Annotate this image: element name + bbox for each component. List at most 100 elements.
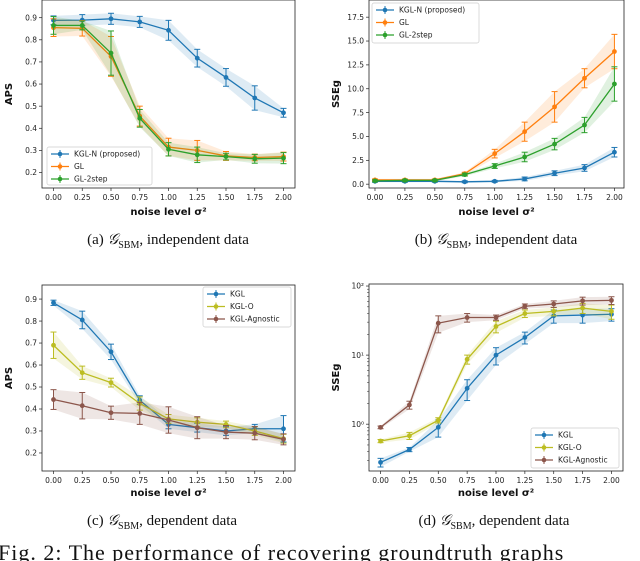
legend-item: GL	[51, 162, 85, 171]
caption-a: (a) 𝒢SBM, independent data	[87, 230, 249, 251]
y-tick-label: 10⁰	[351, 420, 364, 429]
data-point	[493, 324, 499, 329]
data-point	[407, 447, 412, 452]
y-tick-label: 0.3	[25, 427, 37, 436]
legend-item: GL-2step	[376, 31, 433, 40]
x-tick-label: 2.00	[606, 193, 623, 202]
caption-label: (a)	[87, 232, 104, 248]
x-tick-label: 0.00	[367, 193, 384, 202]
data-point	[166, 27, 171, 33]
x-tick-label: 2.00	[275, 476, 292, 485]
y-tick-label: 10¹	[351, 351, 364, 360]
x-tick-label: 1.25	[189, 476, 206, 485]
data-point	[609, 308, 614, 314]
caption-subscript: SBM	[446, 240, 468, 251]
x-axis-label: noise level σ²	[458, 207, 534, 218]
y-tick-label: 0.6	[25, 361, 37, 370]
error-band	[374, 34, 615, 181]
y-axis-label: SSEg	[331, 80, 342, 108]
x-tick-label: 0.50	[430, 476, 447, 485]
x-tick-label: 1.50	[218, 193, 235, 202]
data-point	[582, 75, 587, 81]
data-point	[407, 402, 412, 408]
y-tick-label: 0.7	[25, 339, 37, 348]
data-point	[281, 110, 286, 116]
error-band	[53, 300, 284, 442]
legend-label: KGL	[230, 290, 246, 299]
data-point	[522, 303, 528, 309]
data-point	[108, 410, 114, 416]
data-point	[223, 154, 229, 159]
x-axis-label: noise level σ²	[458, 488, 534, 499]
series-gl-2step	[371, 66, 618, 184]
data-point	[580, 298, 585, 304]
x-tick-label: 1.50	[546, 193, 563, 202]
data-point	[552, 141, 557, 147]
legend-marker	[541, 432, 547, 438]
legend-box	[530, 427, 620, 469]
data-point	[252, 430, 258, 436]
caption-symbol: 𝒢	[107, 230, 119, 248]
legend-marker	[382, 20, 388, 25]
x-tick-label: 0.25	[397, 193, 414, 202]
data-point	[492, 163, 498, 169]
x-tick-label: 1.50	[545, 476, 562, 485]
data-point	[51, 23, 56, 28]
data-point	[435, 424, 441, 430]
legend-item: KGL-N (proposed)	[51, 150, 140, 159]
legend-item: KGL-N (proposed)	[376, 6, 465, 15]
data-point	[493, 352, 499, 358]
x-tick-label: 1.25	[517, 476, 534, 485]
caption-text: , dependent data	[139, 513, 238, 529]
data-point	[432, 177, 438, 183]
data-point	[223, 75, 229, 80]
legend-marker	[57, 151, 63, 157]
data-point	[402, 177, 408, 183]
data-point	[51, 397, 56, 402]
legend-label: KGL-N (proposed)	[74, 150, 140, 159]
data-point	[378, 438, 383, 444]
x-tick-label: 1.00	[486, 193, 503, 202]
caption-label: (d)	[418, 513, 437, 529]
data-point	[582, 122, 587, 128]
data-point	[612, 149, 617, 155]
x-tick-label: 1.25	[516, 193, 533, 202]
data-point	[582, 165, 587, 171]
x-tick-label: 1.75	[576, 193, 593, 202]
y-tick-label: 0.2	[25, 168, 37, 177]
legend-box	[46, 146, 153, 186]
x-tick-label: 0.50	[103, 193, 120, 202]
data-point	[79, 370, 85, 376]
y-tick-label: 10.0	[347, 84, 364, 93]
data-point	[51, 300, 56, 306]
chart-b: 0.00 0.25 0.50 0.75 1.00 1.25 1.50 1.75 2.00 0.0 2…	[331, 0, 625, 218]
x-tick-label: 0.00	[45, 476, 62, 485]
legend-label: KGL-O	[558, 443, 582, 452]
axes-frame	[41, 0, 296, 189]
y-tick-label: 17.5	[347, 13, 364, 22]
x-tick-label: 0.00	[45, 193, 62, 202]
data-point	[552, 170, 557, 176]
data-point	[137, 115, 143, 121]
data-point	[551, 301, 557, 307]
data-point	[407, 433, 412, 439]
legend-label: GL-2step	[399, 31, 433, 40]
x-tick-label: 0.75	[459, 476, 476, 485]
x-tick-label: 0.50	[426, 193, 443, 202]
y-tick-label: 0.8	[25, 317, 37, 326]
legend-label: KGL-Agnostic	[558, 456, 608, 465]
caption-subscript: SBM	[450, 521, 472, 532]
x-tick-label: 2.00	[275, 193, 292, 202]
data-point	[464, 356, 470, 362]
data-point	[108, 50, 114, 56]
data-point	[464, 315, 470, 320]
data-point	[609, 297, 614, 303]
data-point	[108, 16, 114, 22]
y-tick-label: 2.5	[352, 156, 364, 165]
y-axis-label: APS	[4, 83, 15, 105]
y-tick-label: 0.2	[25, 449, 37, 458]
caption-text: , dependent data	[471, 513, 570, 529]
data-point	[464, 385, 470, 391]
data-point	[522, 335, 528, 340]
axes-frame	[368, 0, 625, 189]
